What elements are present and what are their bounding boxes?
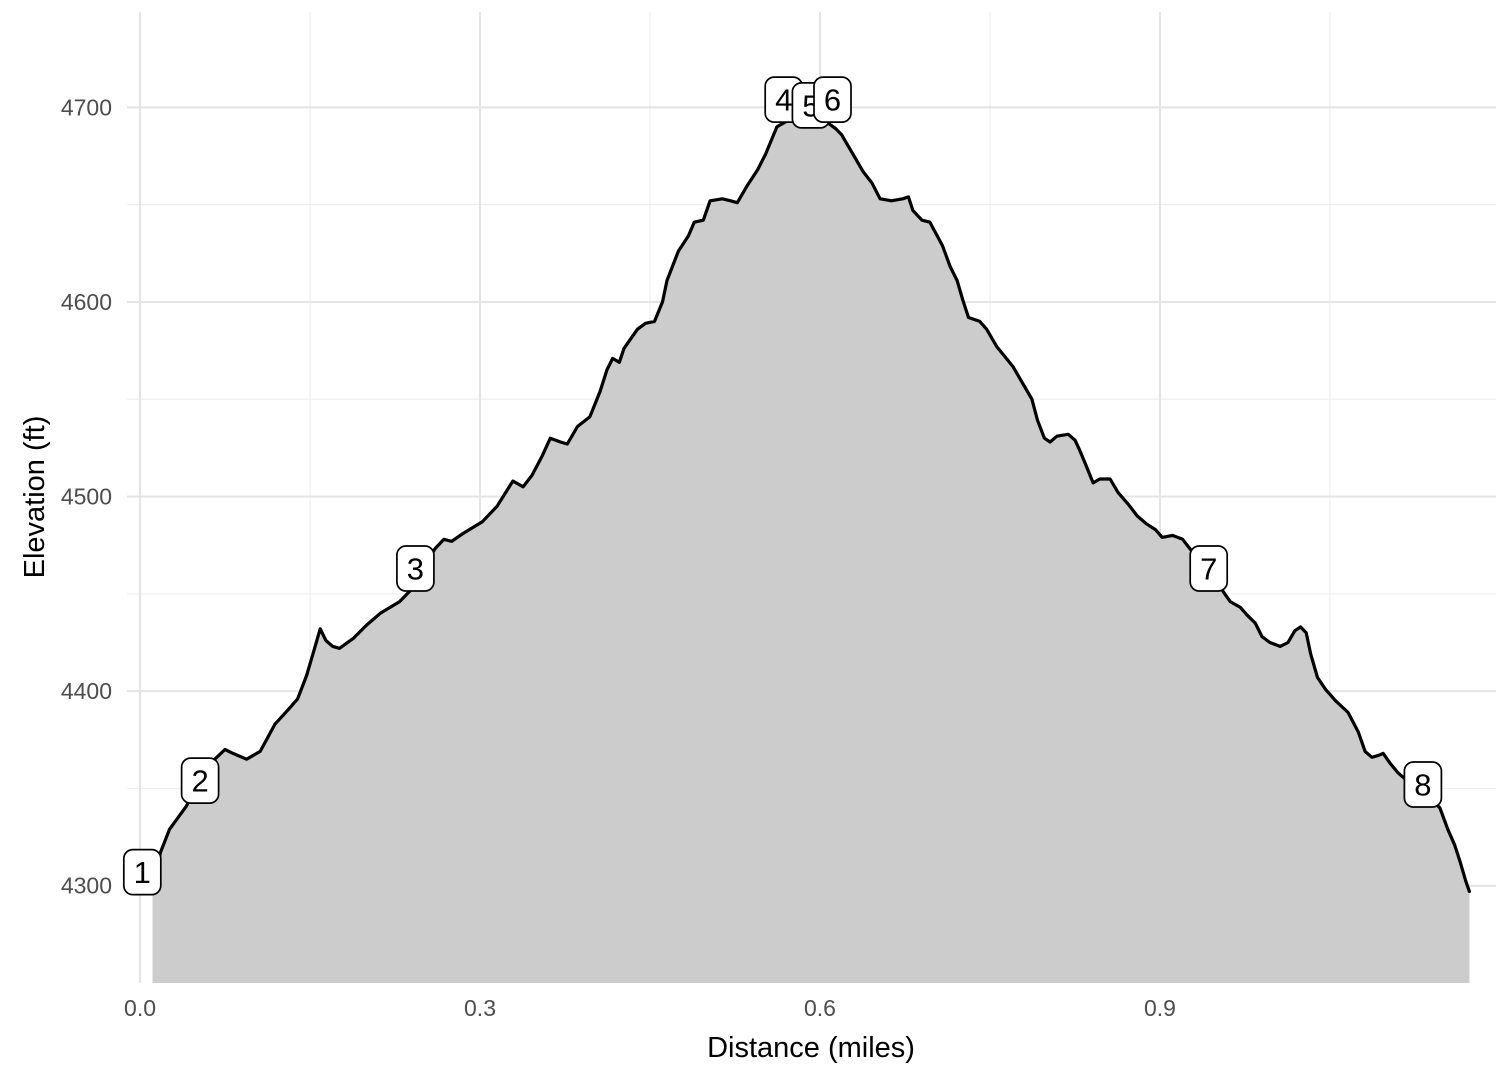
x-tick-label: 0.0 (124, 995, 156, 1021)
elevation-area-fill (152, 121, 1470, 983)
waypoint-label-3: 3 (396, 545, 435, 592)
waypoint-box (1189, 545, 1229, 592)
waypoint-box (1403, 761, 1443, 808)
waypoint-number: 7 (1200, 552, 1217, 587)
waypoint-box (122, 848, 162, 896)
y-tick-label: 4600 (61, 289, 112, 315)
waypoint-label-8: 8 (1403, 761, 1443, 808)
waypoint-box (396, 545, 435, 592)
x-tick-label: 0.6 (804, 995, 836, 1021)
waypoint-number: 2 (191, 764, 208, 799)
waypoint-number: 1 (134, 855, 151, 890)
x-axis-title: Distance (miles) (707, 1032, 915, 1064)
y-tick-label: 4500 (61, 484, 112, 510)
elevation-area-path (152, 121, 1470, 983)
waypoint-label-6: 6 (813, 76, 852, 123)
waypoint-box (180, 757, 220, 804)
waypoint-number: 4 (775, 83, 792, 118)
waypoint-label-7: 7 (1189, 545, 1229, 592)
y-tick-label: 4400 (61, 678, 112, 704)
x-tick-label: 0.9 (1144, 995, 1176, 1021)
y-tick-label: 4700 (61, 94, 112, 120)
waypoint-number: 6 (824, 83, 841, 118)
y-tick-label: 4300 (61, 873, 112, 899)
waypoint-label-2: 2 (180, 757, 220, 804)
x-tick-label: 0.3 (464, 995, 496, 1021)
waypoint-number: 3 (407, 552, 424, 587)
y-axis-title: Elevation (ft) (19, 416, 51, 579)
axis-tick-labels: 0.0 0.3 0.6 0.9 4300 4400 4500 4600 4700 (61, 94, 1176, 1021)
waypoint-number: 8 (1414, 768, 1431, 803)
waypoint-label-1: 1 (122, 848, 162, 896)
waypoint-box (813, 76, 852, 123)
